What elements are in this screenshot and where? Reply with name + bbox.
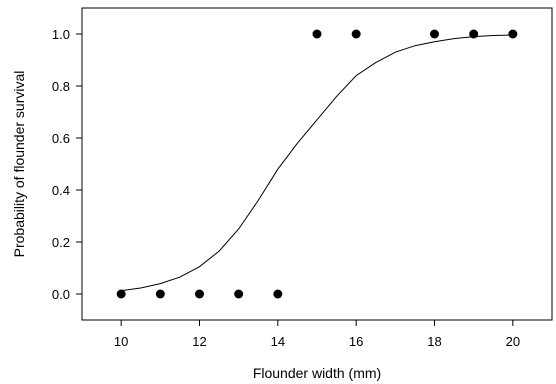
y-tick-label: 0.8 bbox=[52, 79, 70, 94]
data-point bbox=[312, 29, 322, 39]
plot-area-border bbox=[81, 7, 553, 321]
y-tick-label: 0.4 bbox=[52, 183, 70, 198]
data-point bbox=[351, 29, 361, 39]
data-point bbox=[430, 29, 439, 39]
data-point bbox=[508, 29, 518, 39]
data-point bbox=[155, 289, 165, 299]
data-points bbox=[116, 29, 518, 299]
x-tick-label: 10 bbox=[114, 334, 128, 349]
y-tick-label: 0.0 bbox=[52, 287, 70, 302]
data-point bbox=[234, 289, 244, 299]
fitted-curve-group bbox=[121, 34, 513, 292]
plot-frame bbox=[81, 7, 553, 321]
x-tick-label: 16 bbox=[349, 334, 363, 349]
x-axis-title: Flounder width (mm) bbox=[253, 365, 381, 381]
data-point bbox=[195, 289, 204, 299]
y-tick-label: 0.2 bbox=[52, 235, 70, 250]
x-tick-label: 20 bbox=[506, 334, 520, 349]
y-tick-label: 1.0 bbox=[52, 27, 70, 42]
fitted-curve bbox=[121, 34, 513, 292]
data-point bbox=[116, 289, 126, 299]
x-tick-label: 14 bbox=[271, 334, 285, 349]
x-tick-label: 18 bbox=[427, 334, 441, 349]
x-tick-label: 12 bbox=[192, 334, 206, 349]
data-point bbox=[273, 289, 283, 299]
data-point bbox=[469, 29, 479, 39]
axis-ticks: 10 12 14 16 18 20 0.0 0.2 0.4 0.6 0.8 1.0 bbox=[52, 27, 520, 349]
y-axis-title: Probability of flounder survival bbox=[11, 71, 27, 258]
y-tick-label: 0.6 bbox=[52, 131, 70, 146]
